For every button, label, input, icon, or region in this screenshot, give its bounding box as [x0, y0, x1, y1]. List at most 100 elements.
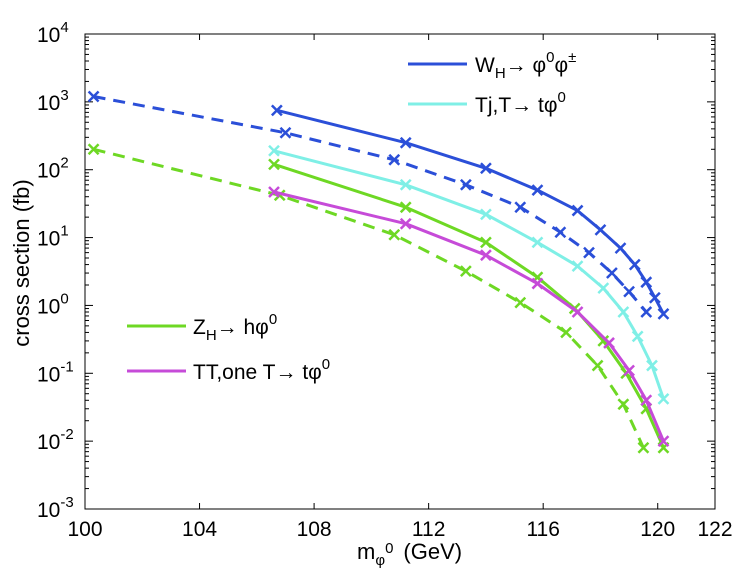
legend-label-zh: ZH→ hφ0 [193, 311, 277, 344]
data-point-stroke [279, 126, 292, 139]
data-point-stroke [640, 394, 653, 407]
data-point [399, 178, 412, 191]
data-point-stroke [531, 236, 544, 249]
data-point [571, 260, 584, 272]
series-line [93, 95, 648, 313]
data-point [87, 90, 100, 103]
data-point-stroke [268, 186, 280, 198]
series-layer [87, 90, 670, 454]
data-point-stroke [623, 364, 635, 377]
data-point [623, 285, 635, 298]
data-point-stroke [657, 392, 670, 405]
data-point-stroke [270, 104, 283, 117]
y-tick-label: 100 [37, 290, 69, 318]
data-point [657, 435, 670, 448]
data-point [87, 143, 100, 156]
data-point-stroke [531, 277, 544, 290]
data-point-stroke [571, 204, 584, 217]
data-point [571, 204, 584, 217]
y-axis-title: cross section (fb) [9, 179, 34, 347]
data-point [279, 126, 292, 139]
y-tick-label: 10-3 [37, 494, 74, 522]
data-point [594, 223, 607, 236]
x-axis-title-main: m [357, 539, 375, 564]
data-point-stroke [399, 178, 412, 191]
data-point [514, 296, 527, 309]
x-axis-title-unit: (GeV) [403, 539, 462, 564]
data-point [268, 158, 280, 171]
data-point-stroke [514, 296, 527, 309]
data-point [480, 249, 492, 262]
data-point [571, 306, 584, 318]
data-point-stroke [480, 162, 492, 175]
data-point-stroke [560, 326, 572, 339]
data-point [648, 291, 661, 304]
x-tick-label: 120 [640, 518, 675, 541]
data-point-stroke [617, 306, 630, 318]
data-point [270, 104, 283, 117]
data-point [603, 337, 615, 349]
x-tick-label: 122 [697, 518, 732, 541]
data-point [480, 162, 492, 175]
data-point [597, 282, 610, 294]
data-point [657, 308, 670, 320]
legend-label-tt: TT,one T→ tφ0 [193, 356, 330, 384]
data-point-stroke [480, 236, 492, 249]
data-point [646, 359, 658, 372]
data-point-stroke [480, 249, 492, 262]
plot-axes [84, 33, 716, 510]
data-point [531, 236, 544, 249]
data-point [623, 364, 635, 377]
data-point-stroke [646, 359, 658, 372]
x-tick-label: 108 [297, 518, 332, 541]
data-point [657, 392, 670, 405]
legend: WH→ φ0φ± Tj,T→ tφ0 ZH→ hφ0 TT,one T→ tφ0 [127, 49, 576, 384]
x-tick-label: 116 [526, 518, 559, 541]
data-point [606, 267, 618, 279]
data-point [388, 228, 401, 241]
data-point-stroke [268, 144, 280, 157]
data-point [531, 184, 544, 197]
data-point [399, 201, 412, 214]
data-point-stroke [591, 359, 604, 372]
data-point [399, 217, 412, 230]
legend-label-tj: Tj,T→ tφ0 [475, 89, 566, 117]
data-point [399, 136, 412, 149]
data-point-stroke [628, 258, 641, 271]
data-point [459, 265, 472, 278]
series-line [93, 147, 645, 449]
data-point-stroke [603, 337, 615, 349]
data-point [617, 398, 630, 411]
y-tick-label: 104 [37, 19, 69, 47]
data-point [560, 326, 572, 339]
data-point-stroke [606, 267, 618, 279]
data-point-stroke [571, 260, 584, 272]
data-point-stroke [657, 435, 670, 448]
data-point-stroke [399, 217, 412, 230]
x-axis-title-sub: φ [375, 552, 385, 569]
data-point [268, 144, 280, 157]
data-point-stroke [631, 330, 644, 343]
data-point [583, 246, 595, 259]
data-point [640, 306, 653, 318]
y-tick-label: 10-2 [37, 426, 74, 454]
data-point [617, 306, 630, 318]
data-point-stroke [514, 201, 527, 214]
data-point [459, 178, 472, 191]
data-point-stroke [571, 306, 584, 318]
y-tick-label: 101 [37, 223, 69, 251]
data-point [614, 242, 627, 254]
data-point-stroke [459, 265, 472, 278]
data-point [640, 276, 653, 289]
data-point-stroke [597, 335, 610, 347]
data-point-stroke [388, 228, 401, 241]
series-line [273, 149, 665, 400]
data-point-stroke [268, 158, 280, 171]
y-tick-label: 10-1 [37, 358, 74, 386]
data-point [631, 330, 644, 343]
data-point [480, 236, 492, 249]
data-point-stroke [583, 246, 595, 259]
y-tick-label: 103 [37, 87, 69, 115]
data-point [628, 258, 641, 271]
